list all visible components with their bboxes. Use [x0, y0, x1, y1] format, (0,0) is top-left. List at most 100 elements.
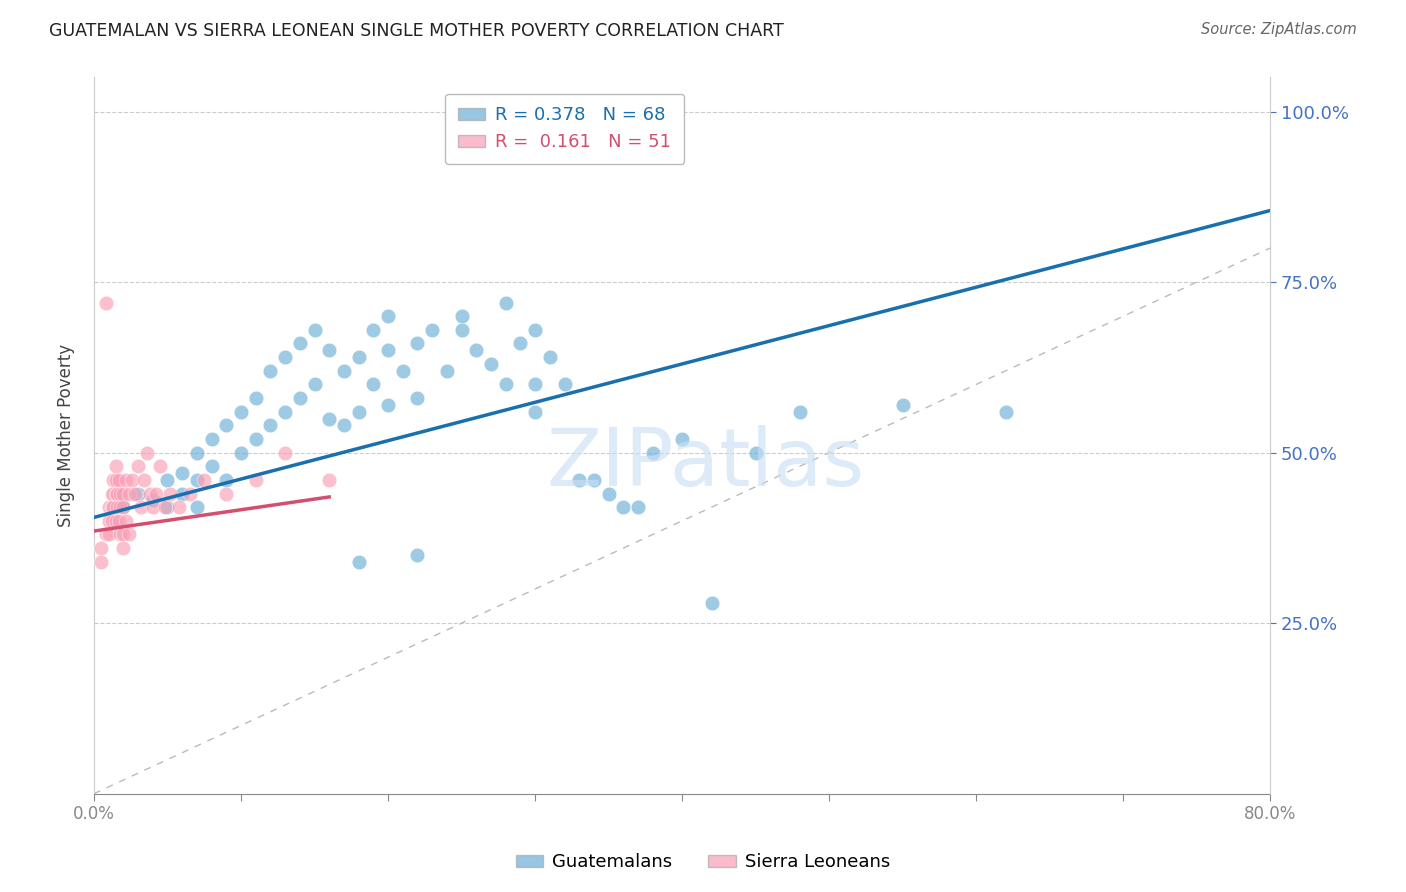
Point — [627, 500, 650, 515]
Point — [641, 445, 664, 459]
Point — [524, 323, 547, 337]
Point — [245, 391, 267, 405]
Point — [318, 473, 340, 487]
Point — [127, 486, 149, 500]
Point — [274, 350, 297, 364]
Point — [363, 377, 385, 392]
Point — [186, 500, 208, 515]
Point — [94, 527, 117, 541]
Point — [465, 343, 488, 358]
Point — [110, 500, 132, 515]
Point — [347, 405, 370, 419]
Legend: R = 0.378   N = 68, R =  0.161   N = 51: R = 0.378 N = 68, R = 0.161 N = 51 — [444, 94, 685, 164]
Point — [259, 418, 281, 433]
Text: ZIPatlas: ZIPatlas — [547, 425, 865, 503]
Point — [288, 336, 311, 351]
Point — [101, 500, 124, 515]
Point — [495, 295, 517, 310]
Point — [671, 432, 693, 446]
Point — [100, 486, 122, 500]
Point — [347, 350, 370, 364]
Point — [304, 323, 326, 337]
Text: Source: ZipAtlas.com: Source: ZipAtlas.com — [1201, 22, 1357, 37]
Point — [200, 459, 222, 474]
Legend: Guatemalans, Sierra Leoneans: Guatemalans, Sierra Leoneans — [509, 847, 897, 879]
Point — [215, 473, 238, 487]
Point — [450, 309, 472, 323]
Point — [436, 364, 458, 378]
Point — [107, 500, 129, 515]
Point — [333, 418, 356, 433]
Point — [145, 486, 167, 500]
Point — [744, 445, 766, 459]
Point — [159, 486, 181, 500]
Point — [215, 486, 238, 500]
Point — [108, 473, 131, 487]
Point — [97, 527, 120, 541]
Point — [112, 527, 135, 541]
Point — [186, 445, 208, 459]
Point — [149, 459, 172, 474]
Point — [110, 527, 132, 541]
Point — [118, 527, 141, 541]
Point — [215, 418, 238, 433]
Point — [115, 473, 138, 487]
Point — [406, 548, 429, 562]
Point — [406, 391, 429, 405]
Point — [142, 500, 165, 515]
Point — [90, 541, 112, 555]
Point — [229, 405, 252, 419]
Point — [139, 486, 162, 500]
Point — [112, 500, 135, 515]
Point — [304, 377, 326, 392]
Point — [554, 377, 576, 392]
Point — [200, 432, 222, 446]
Point — [142, 493, 165, 508]
Point — [598, 486, 620, 500]
Point — [121, 473, 143, 487]
Point — [582, 473, 605, 487]
Point — [112, 500, 135, 515]
Point — [186, 473, 208, 487]
Point — [612, 500, 634, 515]
Point — [318, 411, 340, 425]
Point — [115, 514, 138, 528]
Point — [495, 377, 517, 392]
Point — [318, 343, 340, 358]
Text: GUATEMALAN VS SIERRA LEONEAN SINGLE MOTHER POVERTY CORRELATION CHART: GUATEMALAN VS SIERRA LEONEAN SINGLE MOTH… — [49, 22, 785, 40]
Point — [135, 445, 157, 459]
Point — [288, 391, 311, 405]
Point — [90, 555, 112, 569]
Point — [377, 398, 399, 412]
Point — [101, 473, 124, 487]
Point — [377, 309, 399, 323]
Point — [100, 500, 122, 515]
Point — [377, 343, 399, 358]
Point — [420, 323, 443, 337]
Point — [129, 500, 152, 515]
Point — [156, 500, 179, 515]
Point — [193, 473, 215, 487]
Point — [789, 405, 811, 419]
Point — [104, 473, 127, 487]
Point — [101, 486, 124, 500]
Point — [104, 459, 127, 474]
Point — [274, 405, 297, 419]
Point — [172, 466, 194, 480]
Point — [112, 541, 135, 555]
Point — [347, 555, 370, 569]
Point — [108, 514, 131, 528]
Point — [229, 445, 252, 459]
Point — [245, 473, 267, 487]
Point — [107, 486, 129, 500]
Point — [524, 377, 547, 392]
Point — [112, 486, 135, 500]
Point — [132, 473, 155, 487]
Point — [97, 500, 120, 515]
Point — [363, 323, 385, 337]
Point — [450, 323, 472, 337]
Point — [104, 514, 127, 528]
Point — [100, 514, 122, 528]
Point — [104, 486, 127, 500]
Point — [259, 364, 281, 378]
